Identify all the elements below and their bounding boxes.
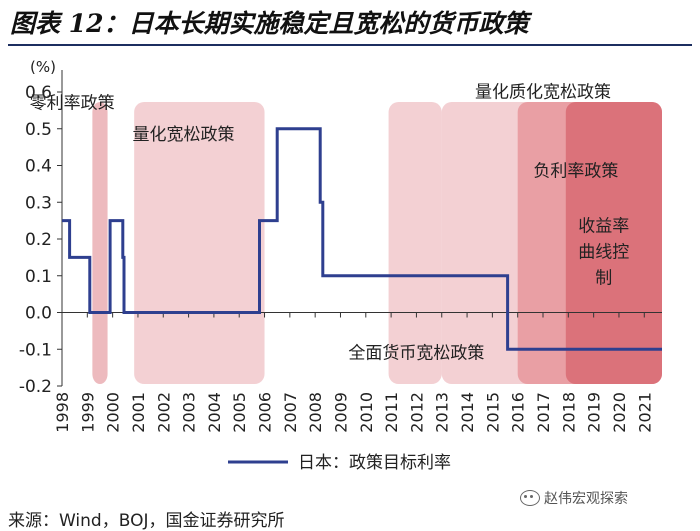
y-tick-label-4: 0.2 (25, 230, 52, 250)
y-tick-label-0: -0.2 (19, 377, 52, 397)
x-tick-label-0: 1998 (53, 392, 72, 433)
x-tick-label-9: 2007 (281, 392, 300, 433)
wechat-icon (520, 490, 540, 506)
y-tick-label-3: 0.1 (25, 267, 52, 287)
x-tick-label-17: 2015 (483, 392, 502, 433)
region-label-4: 负利率政策 (533, 162, 618, 182)
region-label-5-line-2: 制 (595, 269, 612, 289)
series-line-0 (62, 127, 662, 351)
title-divider (8, 44, 692, 46)
source-note: 来源：Wind，BOJ，国金证券研究所 (8, 511, 285, 531)
series-layer (62, 127, 662, 351)
region-label-1: 量化宽松政策 (133, 125, 235, 145)
x-tick-label-23: 2021 (635, 392, 654, 433)
x-tick-label-11: 2009 (331, 392, 350, 433)
x-tick-label-12: 2010 (357, 392, 376, 433)
y-tick-label-1: -0.1 (19, 340, 52, 360)
region-label-5-line-0: 收益率 (578, 217, 629, 237)
x-tick-label-21: 2019 (585, 392, 604, 433)
x-tick-label-4: 2002 (154, 392, 173, 433)
x-tick-label-1: 1999 (78, 392, 97, 433)
y-axis-unit: (%) (30, 58, 56, 76)
legend-label-0: 日本：政策目标利率 (298, 453, 451, 473)
x-tick-label-22: 2020 (610, 392, 629, 433)
x-tick-label-2: 2000 (104, 392, 123, 433)
x-tick-label-15: 2013 (433, 392, 452, 433)
region-label-5-line-1: 曲线控 (578, 243, 629, 263)
region-label-3: 量化质化宽松政策 (475, 83, 611, 103)
figure-title: 图表 12：日本长期实施稳定且宽松的货币政策 (10, 9, 529, 38)
x-tick-label-5: 2003 (180, 392, 199, 433)
watermark: 赵伟宏观探索 (520, 488, 628, 508)
policy-region-2 (388, 102, 442, 384)
y-tick-label-2: 0.0 (25, 304, 52, 324)
x-tick-label-20: 2018 (559, 392, 578, 433)
x-tick-label-18: 2016 (509, 392, 528, 433)
y-tick-label-6: 0.4 (25, 157, 52, 177)
region-label-2: 全面货币宽松政策 (348, 343, 484, 363)
y-tick-label-7: 0.5 (25, 120, 52, 140)
policy-regions (92, 102, 662, 384)
x-tick-label-13: 2011 (382, 392, 401, 433)
x-tick-label-19: 2017 (534, 392, 553, 433)
region-label-0: 零利率政策 (30, 94, 115, 114)
x-tick-label-7: 2005 (230, 392, 249, 433)
x-tick-label-6: 2004 (205, 392, 224, 433)
watermark-text: 赵伟宏观探索 (544, 491, 628, 507)
x-tick-label-14: 2012 (407, 392, 426, 433)
policy-region-5 (565, 102, 662, 384)
y-tick-label-5: 0.3 (25, 193, 52, 213)
policy-region-0 (92, 102, 108, 384)
x-tick-label-8: 2006 (256, 392, 275, 433)
x-tick-label-16: 2014 (458, 392, 477, 433)
x-tick-label-3: 2001 (129, 392, 148, 433)
x-tick-label-10: 2008 (306, 392, 325, 433)
axes: (%) -0.2 -0.1 0.0 0.1 0.2 0.3 0.4 0.5 0.6 1998 1999… (19, 58, 662, 433)
legend: 日本：政策目标利率 (228, 453, 451, 473)
y-tick-label-8: 0.6 (25, 83, 52, 103)
